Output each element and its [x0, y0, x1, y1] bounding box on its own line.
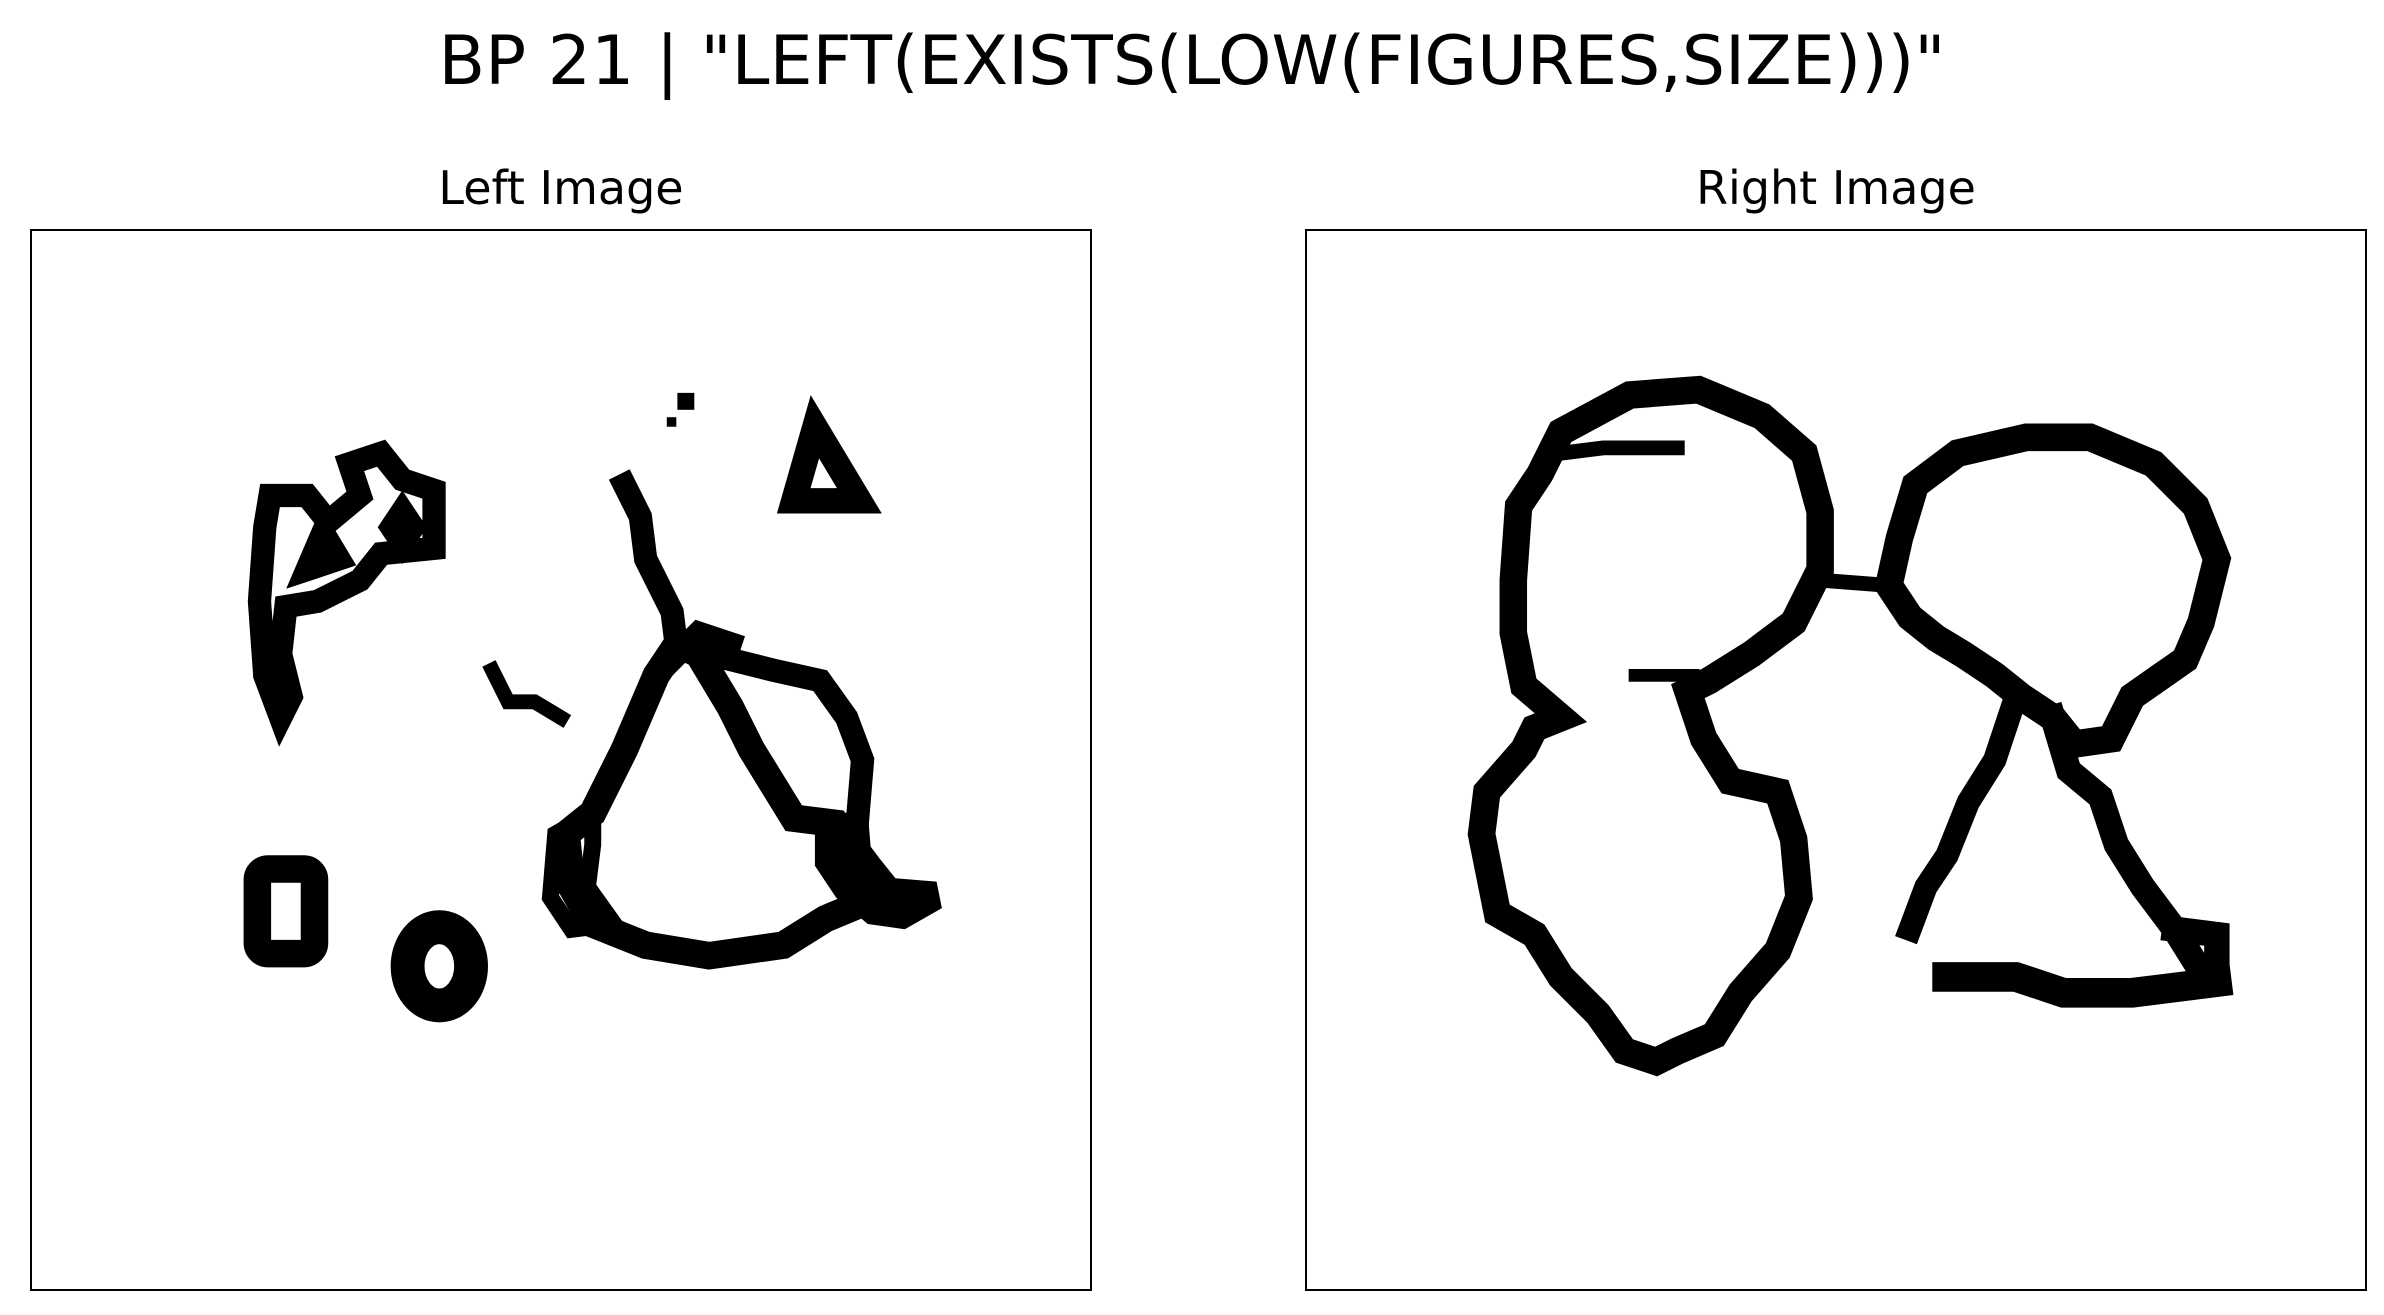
left-small-dot [677, 392, 695, 410]
right-triangle [1895, 681, 2031, 945]
left-inner-loop [541, 798, 630, 939]
right-panel-title: Right Image [1696, 161, 1976, 215]
right-loop [1874, 423, 2232, 759]
figure-title: BP 21 | "LEFT(EXISTS(LOW(FIGURES,SIZE)))… [438, 22, 1946, 101]
right-left-figure-tick [1552, 440, 1685, 462]
left-image-drawing [243, 392, 942, 1023]
left-small-speck [666, 417, 677, 427]
left-image-panel [30, 229, 1092, 1291]
right-image-panel [1305, 229, 2367, 1291]
left-stem-line [608, 469, 746, 680]
left-ring-1 [243, 855, 329, 968]
right-image-drawing [1467, 375, 2234, 1077]
left-panel-title: Left Image [438, 161, 684, 215]
right-left-figure [1467, 375, 1834, 1077]
left-small-stroke [482, 660, 572, 728]
left-blob-figure [247, 439, 446, 747]
right-triangle-corner [2160, 915, 2230, 995]
left-filled-blob [814, 812, 942, 930]
left-inner-arc [695, 640, 875, 837]
right-triangle-base [1932, 962, 2234, 1008]
left-ring-2 [390, 910, 488, 1023]
left-small-triangle [776, 395, 882, 514]
